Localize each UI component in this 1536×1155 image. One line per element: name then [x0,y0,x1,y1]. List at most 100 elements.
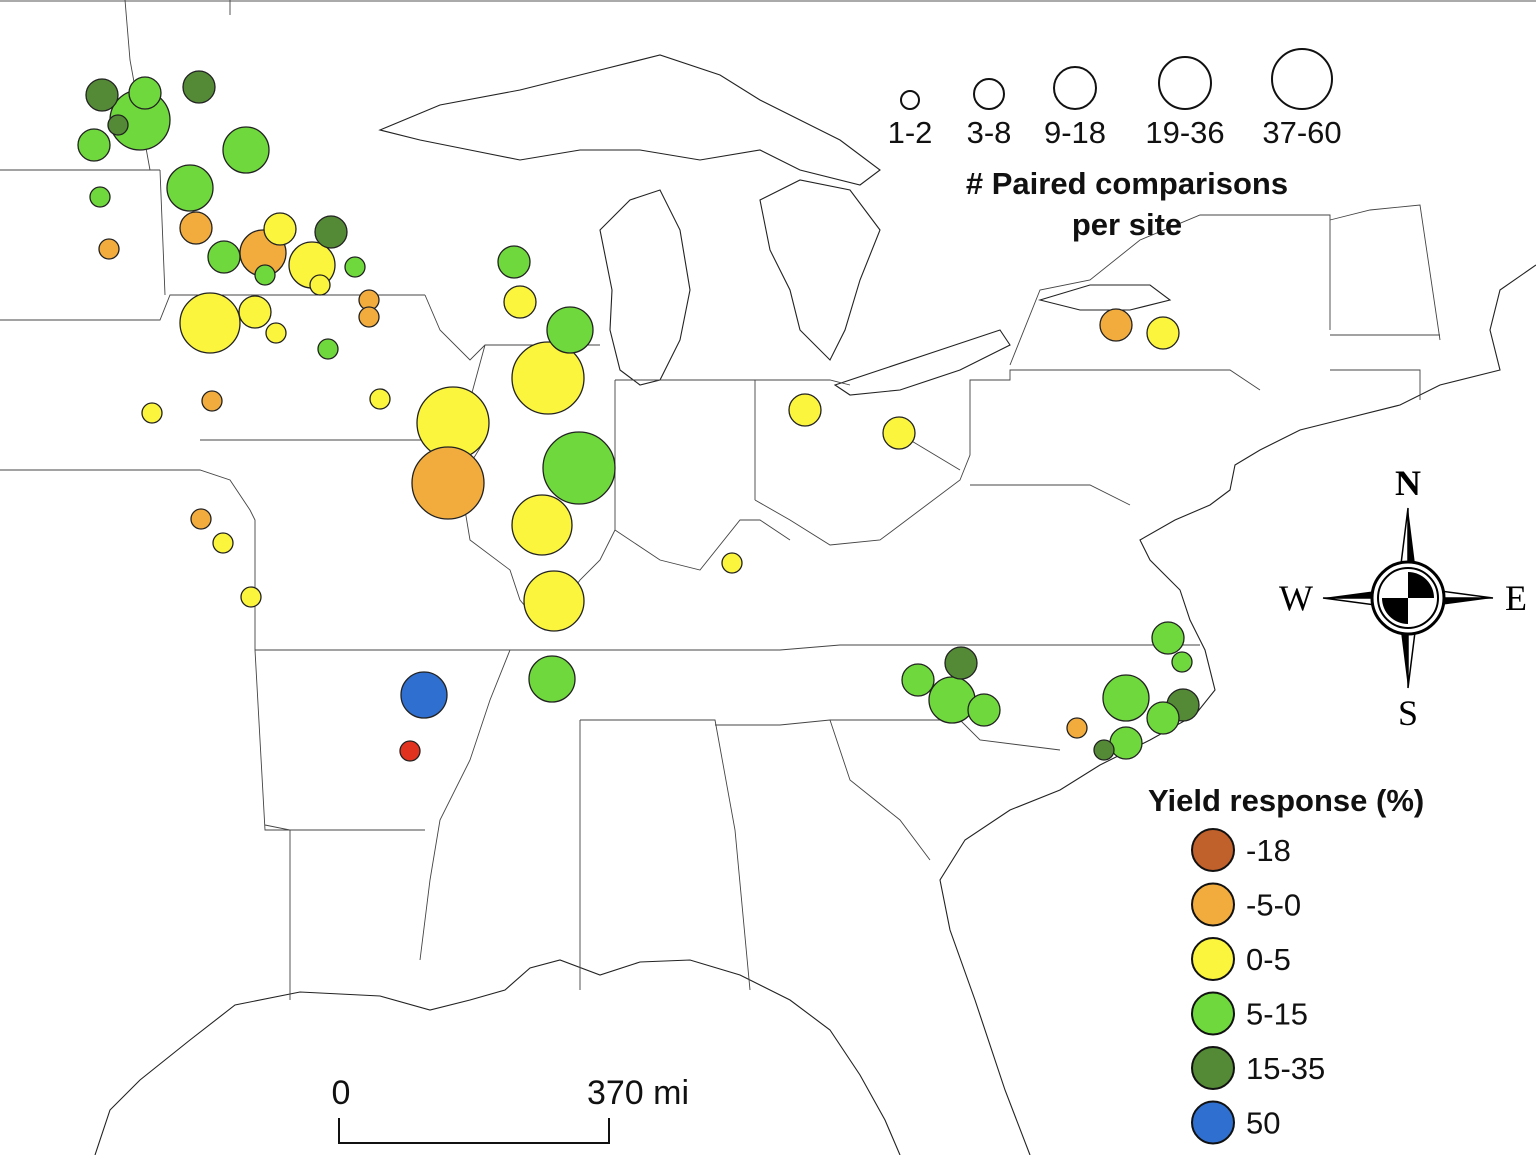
site-marker [77,128,111,162]
site-marker [128,76,162,110]
lake-ontario [1037,284,1172,311]
size-legend-label: 1-2 [888,115,933,150]
site-marker [882,416,916,450]
site-marker [222,126,270,174]
site-marker [967,693,1001,727]
site-marker [1146,701,1180,735]
lake-michigan [599,189,691,386]
size-legend-label: 9-18 [1044,115,1106,150]
atlantic-coastline [939,264,1536,1155]
site-marker [166,164,214,212]
site-marker [85,78,119,112]
compass-west-label: W [1279,578,1313,618]
size-legend-title-line2: per site [1072,207,1182,242]
site-marker [212,532,234,554]
site-markers [77,70,1200,762]
site-marker [399,740,421,762]
size-legend-title-line1: # Paired comparisons [966,166,1288,201]
yield-legend-label: -5-0 [1246,888,1301,923]
site-marker [238,295,272,329]
site-marker [254,264,276,286]
site-marker [240,586,262,608]
size-legend-circle [900,90,920,110]
lake-huron [759,179,881,361]
site-marker [190,508,212,530]
site-marker [788,393,822,427]
size-legend-circle [1271,48,1333,110]
size-legend-circle [973,78,1005,110]
site-marker [265,322,287,344]
size-legend: 1-2 3-8 9-18 19-36 37-60 [888,48,1342,150]
compass-south-label: S [1398,693,1418,733]
site-marker [344,256,366,278]
size-legend-circle [1158,56,1212,110]
site-marker [503,285,537,319]
lake-superior [378,54,881,186]
yield-legend: -18 -5-0 0-5 5-15 15-35 50 [1191,828,1325,1145]
yield-legend-swatch [1191,1046,1235,1090]
site-marker [542,431,616,505]
size-legend-label: 37-60 [1262,115,1341,150]
site-marker [201,390,223,412]
site-marker [179,292,241,354]
site-marker [369,388,391,410]
site-marker [309,274,331,296]
yield-legend-title: Yield response (%) [1148,783,1424,818]
yield-legend-label: 0-5 [1246,942,1291,977]
yield-legend-label: -18 [1246,833,1291,868]
size-legend-label: 19-36 [1145,115,1224,150]
site-marker [179,211,213,245]
site-marker [511,341,585,415]
site-marker [1066,717,1088,739]
site-marker [182,70,216,104]
compass-north-label: N [1395,463,1421,503]
yield-legend-swatch [1191,937,1235,981]
size-legend-label: 3-8 [967,115,1012,150]
site-marker [98,238,120,260]
gulf-coastline [94,959,901,1155]
scale-start-label: 0 [332,1074,351,1112]
site-marker [1171,651,1193,673]
yield-legend-swatch [1191,828,1235,872]
site-marker [314,215,348,249]
site-marker [1102,674,1150,722]
compass-rose: N S E W [1279,463,1527,733]
site-marker [107,114,129,136]
yield-legend-label: 50 [1246,1106,1280,1141]
site-marker [523,570,585,632]
site-marker [1099,308,1133,342]
site-marker [721,552,743,574]
site-marker [400,671,448,719]
site-marker [89,186,111,208]
site-marker [1151,621,1185,655]
lake-erie [833,329,1011,396]
site-marker [497,245,531,279]
site-marker [928,676,976,724]
scale-end-label: 370 mi [587,1074,689,1112]
site-marker [546,306,594,354]
yield-legend-label: 15-35 [1246,1051,1325,1086]
site-marker [528,655,576,703]
site-marker [263,212,297,246]
site-marker [1093,739,1115,761]
site-marker [944,646,978,680]
site-marker [317,338,339,360]
yield-legend-label: 5-15 [1246,997,1308,1032]
state-lines [0,0,1441,1000]
site-marker [1146,316,1180,350]
yield-legend-swatch [1191,1100,1235,1145]
site-marker [511,494,573,556]
compass-east-label: E [1505,578,1527,618]
yield-legend-swatch [1191,882,1235,927]
site-marker [207,240,241,274]
scale-bar: 0 370 mi [332,1074,689,1144]
yield-legend-swatch [1191,991,1235,1036]
site-marker [1109,726,1143,760]
site-marker [411,446,485,520]
site-marker [901,663,935,697]
site-marker [141,402,163,424]
site-marker [358,306,380,328]
